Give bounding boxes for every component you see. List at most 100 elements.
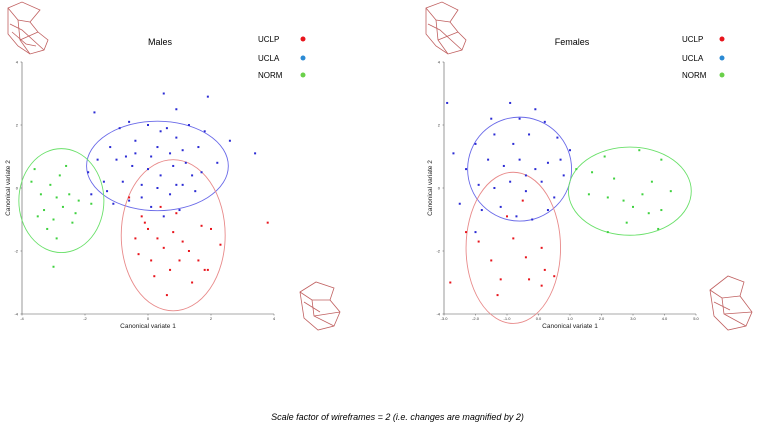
males-point-ucla: [147, 168, 149, 171]
males-point-uclp: [197, 259, 200, 262]
females-legend-norm-marker: [719, 72, 725, 78]
females-point-norm: [660, 209, 663, 212]
females-point-ucla: [518, 117, 521, 120]
males-point-norm: [39, 193, 42, 196]
males-point-uclp: [206, 268, 209, 271]
females-point-ucla: [556, 136, 559, 139]
males-point-uclp: [134, 237, 137, 240]
females-point-ucla: [518, 158, 521, 161]
females-point-norm: [660, 158, 663, 161]
females-point-ucla: [499, 205, 502, 208]
males-point-ucla: [254, 152, 257, 155]
females-point-norm: [669, 190, 672, 193]
males-point-uclp: [150, 259, 153, 262]
females-ellipse-norm: [567, 146, 692, 236]
wireframe-female-bottom: [709, 275, 753, 331]
females-point-ucla: [509, 180, 512, 183]
males-ellipse-ucla: [86, 120, 229, 212]
males-point-ucla: [121, 180, 124, 183]
males-title: Males: [148, 37, 173, 47]
females-point-ucla: [490, 117, 493, 120]
males-point-ucla: [200, 171, 203, 174]
males-point-ucla: [172, 164, 175, 167]
males-point-ucla: [184, 161, 187, 164]
females-point-norm: [606, 231, 609, 234]
females-plot: Females UCLP UCLA NORM -3.0 -2.0 -1.0 0.0 1.…: [427, 35, 725, 330]
females-x-tick-label: 0.0: [536, 316, 542, 321]
males-legend-ucla-label: UCLA: [258, 54, 280, 63]
males-x-tick-label: 0: [147, 316, 150, 321]
males-point-ucla: [175, 136, 178, 139]
females-point-ucla: [515, 215, 518, 218]
females-point-ucla: [562, 174, 565, 177]
males-point-ucla: [112, 202, 115, 205]
females-point-ucla: [524, 174, 527, 177]
females-x-tick-label: -3.0: [441, 316, 449, 321]
males-point-ucla: [93, 111, 96, 114]
females-point-uclp: [499, 278, 502, 281]
males-point-uclp: [137, 253, 140, 256]
males-point-ucla: [128, 120, 131, 123]
males-point-ucla: [131, 164, 134, 167]
males-y-tick-label: -2: [14, 249, 18, 254]
males-point-uclp: [200, 224, 203, 227]
females-y-tick-label: -4: [436, 312, 440, 317]
females-point-ucla: [546, 209, 549, 212]
males-point-uclp: [178, 259, 181, 262]
males-x-tick-label: -2: [83, 316, 87, 321]
females-point-norm: [625, 221, 628, 224]
males-plot: Males UCLP UCLA NORM -4 -2 0 2 4 4 2 0 -2 -4 Cano…: [5, 35, 306, 330]
females-point-uclp: [465, 231, 468, 234]
males-y-tick-label: 2: [16, 123, 19, 128]
males-point-uclp: [181, 240, 184, 243]
wireframe-male-top: [7, 1, 49, 55]
females-y-tick-label: 4: [438, 60, 441, 65]
females-point-ucla: [524, 190, 527, 193]
males-point-ucla: [162, 92, 165, 95]
females-point-norm: [638, 149, 641, 152]
females-point-ucla: [531, 218, 534, 221]
males-point-uclp: [143, 221, 146, 224]
females-point-ucla: [543, 120, 546, 123]
females-point-uclp: [528, 278, 531, 281]
males-point-ucla: [175, 108, 178, 111]
females-point-ucla: [452, 152, 455, 155]
females-y-tick-label: 2: [438, 123, 441, 128]
females-x-tick-label: 5.0: [693, 316, 699, 321]
males-legend-ucla-marker: [300, 55, 306, 61]
females-legend-uclp-label: UCLP: [682, 35, 703, 44]
females-legend-uclp-marker: [719, 36, 725, 42]
females-point-ucla: [493, 187, 496, 189]
males-point-ucla: [175, 183, 178, 186]
males-point-norm: [43, 209, 46, 212]
females-x-tick-label: -2.0: [472, 316, 480, 321]
males-point-ucla: [191, 174, 194, 177]
females-point-uclp: [524, 256, 527, 259]
males-legend: UCLP UCLA NORM: [258, 35, 306, 80]
females-point-norm: [647, 212, 650, 215]
males-point-uclp: [172, 231, 175, 234]
females-point-ucla: [446, 101, 449, 104]
males-point-ucla: [140, 183, 143, 186]
females-point-norm: [606, 196, 609, 199]
females-point-ucla: [569, 149, 571, 152]
females-y-tick-label: -2: [436, 249, 440, 254]
males-point-norm: [33, 168, 36, 171]
males-point-norm: [74, 212, 77, 215]
females-point-uclp: [553, 275, 556, 278]
females-x-tick-label: 3.0: [630, 316, 636, 321]
females-point-uclp: [540, 246, 543, 249]
males-point-uclp: [175, 212, 178, 215]
females-point-uclp: [490, 259, 493, 262]
males-y-tick-label: 4: [16, 60, 19, 65]
males-point-ucla: [96, 158, 99, 161]
females-point-ucla: [502, 164, 505, 167]
females-point-ucla: [487, 158, 490, 161]
males-point-ucla: [150, 155, 153, 158]
males-point-ucla: [162, 215, 165, 218]
males-ellipse-uclp: [120, 159, 226, 312]
males-point-norm: [55, 237, 58, 240]
males-point-ucla: [150, 205, 153, 208]
females-point-norm: [641, 193, 644, 196]
